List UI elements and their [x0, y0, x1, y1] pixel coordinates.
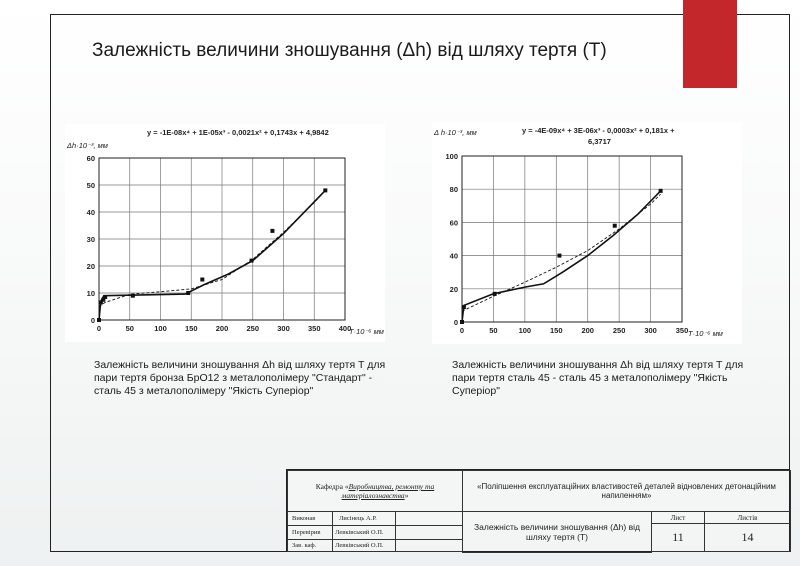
x-axis-label: T·10⁻⁶ мм — [349, 327, 384, 336]
data-point — [270, 228, 275, 233]
data-point — [612, 223, 617, 228]
sheet-title: Залежність величини зношування (Δh) від … — [474, 522, 640, 542]
y-axis-label: Δh·10⁻³, мм — [66, 141, 108, 150]
x-tick-label: 350 — [308, 324, 321, 333]
x-tick-label: 100 — [519, 326, 532, 335]
y-tick-label: 10 — [87, 289, 95, 298]
y-tick-label: 60 — [450, 218, 458, 227]
department-cell: Кафедра «Виробництва, ремонту та матеріа… — [287, 470, 463, 512]
data-point — [557, 253, 562, 258]
accent-bar — [683, 0, 737, 88]
y-tick-label: 80 — [450, 185, 458, 194]
x-tick-label: 200 — [581, 326, 594, 335]
y-tick-label: 60 — [87, 154, 95, 163]
data-point — [101, 297, 106, 302]
y-tick-label: 40 — [87, 208, 95, 217]
y-tick-label: 40 — [450, 252, 458, 261]
role-name-3: Левківський О.П. — [332, 539, 396, 552]
x-tick-label: 200 — [216, 324, 229, 333]
y-tick-label: 0 — [91, 316, 95, 325]
y-tick-label: 100 — [445, 152, 458, 161]
x-axis-label: T·10⁻⁶ мм — [688, 329, 723, 338]
x-tick-label: 300 — [277, 324, 290, 333]
x-tick-label: 0 — [460, 326, 464, 335]
x-tick-label: 50 — [126, 324, 134, 333]
trend-curve — [461, 193, 661, 312]
x-tick-label: 250 — [246, 324, 259, 333]
role-name-1: Лисінець А.Р. — [332, 511, 396, 526]
data-point — [103, 295, 108, 300]
role-name-2: Левківський О.П. — [332, 525, 396, 540]
y-axis-label: Δ h·10⁻³, мм — [433, 128, 477, 137]
trend-equation-line2: 6,3717 — [588, 137, 611, 146]
y-tick-label: 50 — [87, 181, 95, 190]
x-tick-label: 150 — [185, 324, 198, 333]
chart-bronze: 0 50 100 150 200 250 300 350 400 0 10 20 30 40 50 60 Δh·… — [65, 124, 385, 342]
sign-cell-1 — [395, 511, 463, 526]
plot-border — [98, 157, 346, 321]
y-tick-label: 30 — [87, 235, 95, 244]
sheet-number: 11 — [651, 523, 705, 552]
caption-steel: Залежність величини зношування Δh від шл… — [452, 359, 744, 397]
role-label-1: Виконав — [287, 511, 333, 526]
page-title: Залежність величини зношування (Δh) від … — [92, 40, 607, 61]
caption-bronze: Залежність величини зношування Δh від шл… — [94, 359, 386, 397]
trend-equation: y = -4E-09x⁴ + 3E-06x³ - 0,0003x² + 0,18… — [522, 126, 675, 135]
measured-curve — [98, 189, 326, 321]
y-tick-label: 0 — [454, 318, 458, 327]
data-point — [200, 277, 205, 282]
department-suffix: » — [404, 491, 409, 500]
x-tick-label: 150 — [550, 326, 563, 335]
sheets-count: 14 — [704, 523, 791, 552]
role-label-2: Перевірив — [287, 525, 333, 540]
x-tick-label: 100 — [154, 324, 167, 333]
measured-curve — [461, 190, 662, 323]
department-name: Виробництва, ремонту та матеріалознавств… — [341, 482, 435, 500]
x-tick-label: 300 — [644, 326, 657, 335]
trend-curve — [98, 190, 326, 307]
x-tick-label: 50 — [489, 326, 497, 335]
y-tick-label: 20 — [87, 262, 95, 271]
data-point — [658, 188, 663, 193]
chart-svg: 0 50 100 150 200 250 300 350 400 0 10 20 30 40 50 60 Δh·… — [66, 128, 384, 336]
x-tick-label: 250 — [613, 326, 626, 335]
chart-svg: 0 50 100 150 200 250 300 350 0 20 40 60 80 100 Δ h·10⁻… — [433, 126, 723, 338]
sign-cell-3 — [395, 539, 463, 552]
sheet-title-cell: Залежність величини зношування (Δh) від … — [462, 511, 652, 553]
x-tick-label: 400 — [339, 324, 352, 333]
chart-steel: 0 50 100 150 200 250 300 350 0 20 40 60 80 100 Δ h·10⁻… — [432, 122, 742, 344]
y-tick-label: 20 — [450, 285, 458, 294]
topic-text: «Поліпшення експлуатаційних властивостей… — [477, 482, 776, 500]
title-block: Кафедра «Виробництва, ремонту та матеріа… — [286, 469, 791, 553]
department-prefix: Кафедра « — [315, 482, 349, 491]
x-tick-label: 350 — [676, 326, 689, 335]
role-label-3: Зав. каф. — [287, 539, 333, 552]
trend-equation: y = -1E-08x⁴ + 1E-05x³ - 0,0021x² + 0,17… — [147, 128, 329, 137]
sign-cell-2 — [395, 525, 463, 540]
x-tick-label: 0 — [97, 324, 101, 333]
topic-cell: «Поліпшення експлуатаційних властивостей… — [462, 470, 791, 512]
data-point — [323, 188, 328, 193]
plot-border — [461, 155, 683, 323]
